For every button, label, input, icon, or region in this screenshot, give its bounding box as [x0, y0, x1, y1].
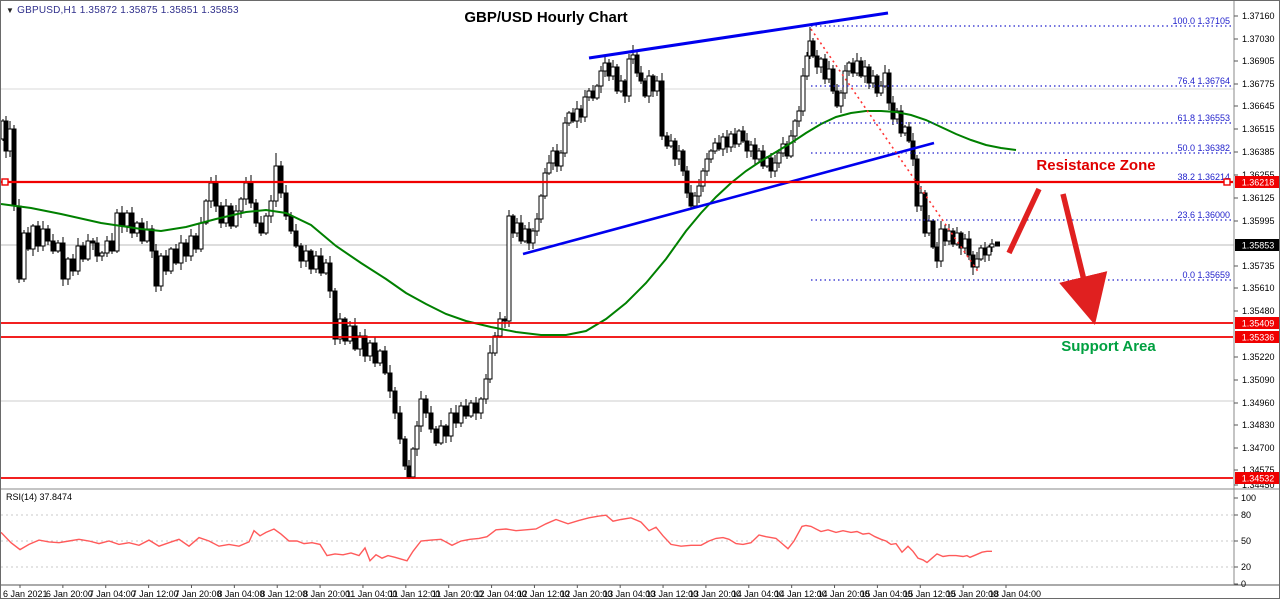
time-tick-label: 14 Jan 20:00 [818, 589, 870, 599]
rsi-scale-label: 100 [1241, 493, 1256, 503]
svg-text:1.35336: 1.35336 [1242, 333, 1275, 343]
price-level-badge [1235, 317, 1279, 329]
time-tick-label: 18 Jan 04:00 [989, 589, 1041, 599]
time-tick-label: 7 Jan 04:00 [89, 589, 136, 599]
price-level-badge [1235, 176, 1279, 188]
time-tick-label: 12 Jan 04:00 [475, 589, 527, 599]
fib-level-label: 76.4 1.36764 [1177, 76, 1230, 86]
time-tick-label: 8 Jan 20:00 [303, 589, 350, 599]
price-tick-label: 1.35480 [1242, 306, 1275, 316]
price-level-badge [1235, 331, 1279, 343]
price-tick-label: 1.36125 [1242, 193, 1275, 203]
svg-text:1.35853: 1.35853 [1242, 241, 1275, 251]
fib-level-label: 100.0 1.37105 [1172, 16, 1230, 26]
trendlines[interactable] [522, 11, 935, 256]
fib-level-label: 38.2 1.36214 [1177, 172, 1230, 182]
current-price-badge [1235, 239, 1279, 251]
moving-average-line[interactable] [1, 110, 1017, 336]
support-resistance-lines[interactable] [1, 178, 1233, 479]
line-handle [1, 178, 9, 186]
time-tick-label: 13 Jan 12:00 [646, 589, 698, 599]
time-tick-label: 15 Jan 12:00 [903, 589, 955, 599]
svg-text:1.36218: 1.36218 [1242, 178, 1275, 188]
time-tick-label: 13 Jan 20:00 [689, 589, 741, 599]
time-tick-label: 14 Jan 12:00 [775, 589, 827, 599]
candles-layer [1, 27, 995, 479]
price-tick-label: 1.35090 [1242, 375, 1275, 385]
price-tick-label: 1.37160 [1242, 11, 1275, 21]
svg-text:1.34532: 1.34532 [1242, 474, 1275, 484]
price-tick-label: 1.34830 [1242, 420, 1275, 430]
symbol-dropdown-icon[interactable]: ▼ [6, 6, 15, 15]
rsi-indicator-label: RSI(14) 37.8474 [6, 492, 73, 502]
time-tick-label: 11 Jan 12:00 [389, 589, 440, 599]
time-tick-label: 6 Jan 2021 [3, 589, 48, 599]
fib-level-label: 23.6 1.36000 [1177, 210, 1230, 220]
time-tick-label: 13 Jan 04:00 [603, 589, 655, 599]
price-tick-label: 1.34450 [1242, 480, 1275, 490]
time-tick-label: 11 Jan 04:00 [346, 589, 397, 599]
rsi-scale-label: 20 [1241, 562, 1251, 572]
price-tick-label: 1.36255 [1242, 170, 1275, 180]
price-tick-label: 1.35610 [1242, 283, 1275, 293]
time-tick-label: 8 Jan 04:00 [217, 589, 264, 599]
price-tick-label: 1.37030 [1242, 34, 1275, 44]
price-tick-label: 1.35735 [1242, 261, 1275, 271]
support-area-label: Support Area [1061, 338, 1156, 355]
time-tick-label: 15 Jan 04:00 [860, 589, 912, 599]
time-tick-label: 8 Jan 12:00 [260, 589, 307, 599]
last-close-marker [995, 241, 1000, 247]
fib-level-label: 50.0 1.36382 [1177, 143, 1230, 153]
symbol-ohlc-text: GBPUSD,H1 1.35872 1.35875 1.35851 1.3585… [17, 5, 239, 16]
svg-text:1.35409: 1.35409 [1242, 319, 1275, 329]
time-tick-label: 11 Jan 20:00 [432, 589, 483, 599]
price-tick-label: 1.36385 [1242, 147, 1275, 157]
time-tick-label: 7 Jan 12:00 [132, 589, 179, 599]
symbol-ohlc-header: ▼ GBPUSD,H1 1.35872 1.35875 1.35851 1.358… [6, 5, 239, 16]
line-handle [1223, 178, 1231, 186]
time-tick-label: 15 Jan 20:00 [946, 589, 998, 599]
fibonacci-retracement[interactable]: 100.0 1.37105 76.4 1.36764 61.8 1.36553 50.… [811, 16, 1232, 281]
time-tick-label: 12 Jan 12:00 [517, 589, 569, 599]
rsi-pane[interactable]: 100 80 50 20 0 [1, 493, 1256, 589]
price-tick-label: 1.34960 [1242, 398, 1275, 408]
annotation-arrows[interactable] [1006, 187, 1108, 326]
rsi-line [1, 514, 992, 564]
price-tick-label: 1.36515 [1242, 124, 1275, 134]
rsi-scale-label: 50 [1241, 536, 1251, 546]
fib-level-label: 61.8 1.36553 [1177, 113, 1230, 123]
resistance-zone-label: Resistance Zone [1036, 157, 1156, 174]
rsi-scale-label: 0 [1241, 579, 1246, 589]
time-tick-label: 6 Jan 20:00 [46, 589, 93, 599]
rsi-scale-label: 80 [1241, 510, 1251, 520]
price-tick-label: 1.34700 [1242, 443, 1275, 453]
chart-title: GBP/USD Hourly Chart [464, 9, 628, 26]
price-tick-label: 1.36775 [1242, 79, 1275, 89]
price-tick-label: 1.36645 [1242, 101, 1275, 111]
time-tick-label: 14 Jan 04:00 [732, 589, 784, 599]
price-tick-label: 1.35995 [1242, 216, 1275, 226]
fib-level-label: 0.0 1.35659 [1182, 270, 1230, 280]
time-tick-label: 12 Jan 20:00 [560, 589, 612, 599]
price-level-badge [1235, 472, 1279, 484]
pane-borders [1, 1, 1279, 586]
price-tick-label: 1.34575 [1242, 465, 1275, 475]
price-axis[interactable]: 1.37160 1.37030 1.36905 1.36775 1.36645 1.365… [1234, 11, 1280, 490]
time-tick-label: 7 Jan 20:00 [174, 589, 221, 599]
price-tick-label: 1.35220 [1242, 352, 1275, 362]
price-tick-label: 1.36905 [1242, 56, 1275, 66]
